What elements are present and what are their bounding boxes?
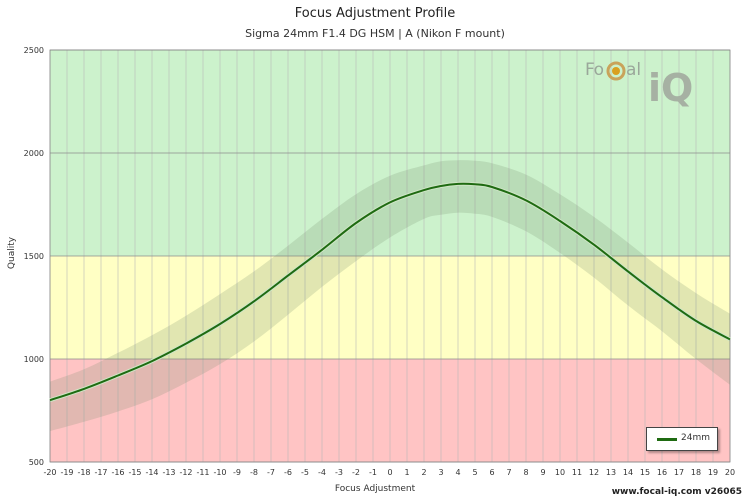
y-tick-label: 2500 — [24, 46, 44, 55]
x-tick-label: -8 — [250, 468, 258, 477]
series-confidence-band — [50, 160, 730, 432]
x-tick-label: 14 — [623, 468, 633, 477]
x-tick-label: 6 — [489, 468, 494, 477]
legend-label: 24mm — [681, 433, 710, 443]
y-tick-label: 1000 — [24, 355, 44, 364]
x-tick-label: 16 — [657, 468, 667, 477]
logo-text-al: al — [626, 60, 642, 80]
x-axis-title: Focus Adjustment — [334, 484, 416, 494]
x-tick-label: 4 — [455, 468, 460, 477]
x-tick-label: 7 — [506, 468, 511, 477]
y-tick-label: 500 — [29, 458, 44, 467]
footer-credit: www.focal-iq.com v26065 — [611, 487, 742, 497]
chart-title: Focus Adjustment Profile — [294, 6, 456, 21]
x-tick-label: 0 — [387, 468, 392, 477]
x-tick-label: -4 — [318, 468, 326, 477]
x-tick-label: -19 — [60, 468, 73, 477]
x-tick-label: 12 — [589, 468, 599, 477]
logo-text-fo: Fo — [585, 60, 604, 80]
x-tick-label: -7 — [267, 468, 275, 477]
x-tick-label: -10 — [213, 468, 226, 477]
x-tick-label: 11 — [572, 468, 582, 477]
x-tick-label: 10 — [555, 468, 565, 477]
x-tick-label: -6 — [284, 468, 292, 477]
series-line-24mm — [49, 182, 731, 402]
x-tick-label: 15 — [640, 468, 650, 477]
y-axis-title: Quality — [7, 236, 17, 270]
y-tick-label: 1500 — [24, 252, 44, 261]
x-tick-label: 9 — [540, 468, 545, 477]
x-tick-label: -1 — [369, 468, 377, 477]
x-tick-label: 5 — [472, 468, 477, 477]
x-tick-label: -9 — [233, 468, 241, 477]
logo-text-iq: iQ — [648, 66, 694, 110]
x-tick-label: 17 — [674, 468, 684, 477]
chart-subtitle: Sigma 24mm F1.4 DG HSM | A (Nikon F moun… — [245, 27, 505, 40]
x-tick-label: -20 — [43, 468, 56, 477]
chart-legend: 24mm — [646, 427, 718, 451]
plot-border — [49, 49, 731, 463]
x-tick-label: -11 — [196, 468, 209, 477]
x-tick-label: 18 — [691, 468, 701, 477]
x-tick-label: -15 — [128, 468, 141, 477]
x-tick-label: -18 — [77, 468, 90, 477]
x-tick-label: -2 — [352, 468, 360, 477]
x-tick-label: 20 — [725, 468, 735, 477]
x-tick-label: -16 — [111, 468, 124, 477]
legend-swatch — [657, 438, 677, 441]
logo-c-circle-icon — [606, 61, 626, 81]
x-tick-label: 8 — [523, 468, 528, 477]
x-tick-label: -14 — [145, 468, 158, 477]
x-tick-label: 3 — [438, 468, 443, 477]
x-tick-label: 19 — [708, 468, 718, 477]
x-tick-label: -3 — [335, 468, 343, 477]
x-tick-label: 1 — [404, 468, 409, 477]
x-tick-label: -12 — [179, 468, 192, 477]
x-tick-label: -17 — [94, 468, 107, 477]
x-tick-label: -13 — [162, 468, 175, 477]
y-tick-label: 2000 — [24, 149, 44, 158]
x-tick-label: 13 — [606, 468, 616, 477]
x-tick-label: 2 — [421, 468, 426, 477]
focal-iq-logo: Fo al iQ — [585, 60, 715, 120]
x-tick-label: -5 — [301, 468, 309, 477]
